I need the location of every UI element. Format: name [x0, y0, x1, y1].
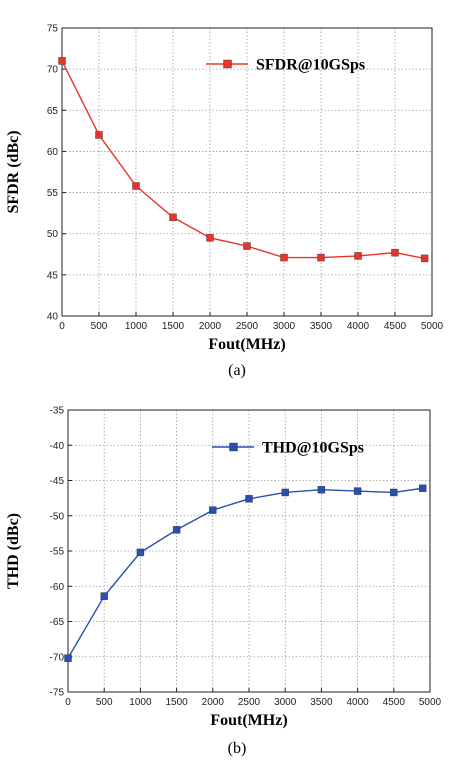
- y-tick-label: -35: [50, 406, 65, 417]
- y-tick-label: -40: [50, 441, 65, 452]
- y-axis-label: THD (dBc): [5, 513, 22, 589]
- x-tick-label: 4500: [384, 321, 407, 332]
- y-tick-label: 60: [47, 147, 59, 158]
- legend-marker: [223, 59, 232, 69]
- x-tick-label: 4000: [346, 697, 369, 708]
- data-point: [209, 506, 217, 514]
- y-tick-label: -60: [50, 582, 65, 593]
- x-tick-label: 1500: [162, 321, 185, 332]
- data-point: [391, 248, 399, 257]
- x-tick-label: 4000: [347, 321, 370, 332]
- x-tick-label: 1000: [125, 321, 148, 332]
- data-point: [95, 131, 103, 139]
- y-tick-label: -70: [50, 652, 65, 663]
- data-point: [419, 484, 427, 492]
- data-point: [317, 485, 326, 494]
- y-axis-label: SFDR (dBc): [5, 130, 22, 213]
- data-point: [317, 253, 325, 262]
- data-point: [353, 487, 362, 495]
- y-tick-label: 75: [47, 24, 59, 35]
- legend-label: THD@10GSps: [262, 440, 364, 457]
- data-point: [354, 252, 362, 260]
- x-tick-label: 1500: [165, 697, 188, 708]
- data-point: [100, 592, 108, 600]
- y-tick-label: -55: [50, 547, 65, 558]
- caption-a: (a): [228, 362, 246, 379]
- x-tick-label: 0: [65, 697, 71, 708]
- grid: [68, 410, 430, 692]
- x-axis-label: Fout(MHz): [208, 336, 285, 353]
- y-tick-label: 45: [47, 270, 59, 281]
- data-point: [136, 548, 145, 557]
- x-tick-label: 3500: [310, 697, 333, 708]
- data-point: [245, 495, 253, 503]
- x-tick-label: 500: [91, 321, 108, 332]
- chart-panel-a: 0 500 1000 1500 2000 2500 3000 3500 4000 4500 5000…: [5, 24, 444, 380]
- legend: SFDR@10GSps: [206, 57, 365, 74]
- x-tick-label: 500: [96, 697, 113, 708]
- y-tick-label: -75: [50, 688, 65, 699]
- data-point: [58, 57, 66, 65]
- y-tick-label: 70: [47, 65, 59, 76]
- x-tick-label: 2500: [238, 697, 261, 708]
- data-point: [206, 234, 214, 242]
- caption-b: (b): [227, 740, 247, 757]
- x-tick-label: 3000: [274, 697, 297, 708]
- legend-label: SFDR@10GSps: [256, 57, 365, 74]
- thd-chart: 0 500 1000 1500 2000 2500 3000 3500 4000 4500 5000…: [5, 406, 442, 730]
- data-point: [243, 242, 251, 250]
- data-point: [172, 526, 181, 534]
- x-tick-label: 1000: [129, 697, 152, 708]
- x-tick-label: 2000: [199, 321, 222, 332]
- data-point: [280, 253, 288, 262]
- x-tick-label: 5000: [419, 697, 442, 708]
- grid: [62, 28, 432, 316]
- y-tick-label: -65: [50, 617, 65, 628]
- data-point: [281, 488, 289, 497]
- chart-panel-b: 0 500 1000 1500 2000 2500 3000 3500 4000 4500 5000…: [0, 395, 474, 763]
- x-tick-label: 2000: [202, 697, 225, 708]
- y-tick-label: -45: [50, 476, 65, 487]
- x-tick-label: 2500: [236, 321, 259, 332]
- data-point: [169, 213, 177, 221]
- data-point: [64, 654, 72, 662]
- x-tick-label: 3500: [310, 321, 333, 332]
- x-axis-label: Fout(MHz): [210, 712, 287, 729]
- legend: THD@10GSps: [212, 440, 364, 457]
- data-point: [132, 182, 140, 190]
- y-tick-label: 40: [47, 312, 59, 323]
- x-tick-label: 3000: [273, 321, 296, 332]
- y-tick-label: 50: [47, 229, 59, 240]
- x-tick-label: 5000: [421, 321, 444, 332]
- y-tick-label: 55: [47, 188, 59, 199]
- data-point: [390, 488, 398, 497]
- y-tick-label: -50: [50, 511, 65, 522]
- x-tick-label: 4500: [383, 697, 406, 708]
- legend-marker: [229, 442, 238, 452]
- y-tick-label: 65: [47, 106, 59, 117]
- data-point: [420, 254, 429, 263]
- x-tick-label: 0: [59, 321, 65, 332]
- sfdr-chart: 0 500 1000 1500 2000 2500 3000 3500 4000 4500 5000…: [5, 24, 444, 354]
